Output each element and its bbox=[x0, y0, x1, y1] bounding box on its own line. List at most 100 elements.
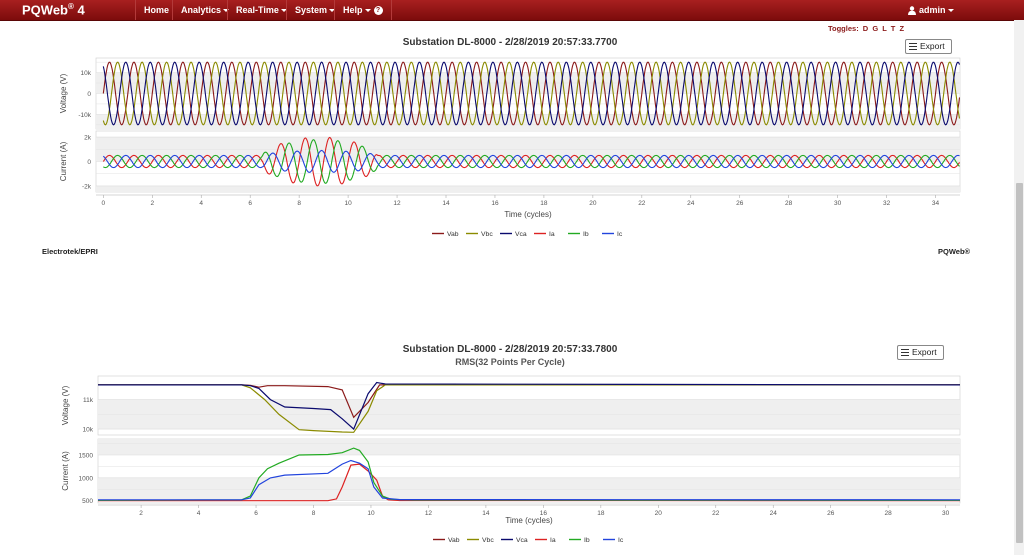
toggle-g[interactable]: G bbox=[872, 24, 879, 33]
y-tick-label: 1000 bbox=[79, 475, 94, 482]
x-tick-label: 20 bbox=[589, 200, 597, 207]
legend-item-ib[interactable]: Ib bbox=[568, 231, 589, 238]
legend-item-ia[interactable]: Ia bbox=[534, 231, 555, 238]
series-line-ia bbox=[102, 136, 960, 187]
legend-item-ic[interactable]: Ic bbox=[603, 537, 624, 544]
x-tick-label: 30 bbox=[942, 510, 950, 517]
legend-item-vab[interactable]: Vab bbox=[432, 231, 459, 238]
nav-home[interactable]: Home bbox=[135, 0, 177, 20]
nav-help-dropdown[interactable]: Help? bbox=[334, 0, 392, 20]
x-tick-label: 26 bbox=[736, 200, 744, 207]
x-tick-label: 16 bbox=[540, 510, 548, 517]
legend-item-vbc[interactable]: Vbc bbox=[466, 231, 493, 238]
brand-logo[interactable]: PQWeb® 4 bbox=[22, 2, 85, 17]
credit-electrotek: Electrotek/EPRI bbox=[42, 247, 98, 256]
x-tick-label: 18 bbox=[540, 200, 548, 207]
nav-home-label: Home bbox=[144, 5, 170, 15]
chevron-down-icon bbox=[947, 9, 954, 13]
x-tick-label: 4 bbox=[199, 200, 203, 207]
export-label: Export bbox=[920, 41, 945, 51]
x-tick-label: 28 bbox=[885, 510, 893, 517]
chevron-down-icon bbox=[364, 9, 371, 13]
chevron-down-icon bbox=[223, 9, 230, 13]
x-tick-label: 22 bbox=[638, 200, 646, 207]
legend-label: Ib bbox=[583, 231, 589, 238]
y-axis-label-current: Current (A) bbox=[59, 141, 68, 181]
x-tick-label: 34 bbox=[932, 200, 940, 207]
grid-band bbox=[98, 439, 960, 455]
x-tick-label: 32 bbox=[883, 200, 891, 207]
credit-pqweb: PQWeb® bbox=[938, 247, 971, 256]
chevron-down-icon bbox=[329, 9, 336, 13]
x-tick-label: 8 bbox=[297, 200, 301, 207]
x-tick-label: 6 bbox=[254, 510, 258, 517]
nav-analytics-dropdown[interactable]: Analytics bbox=[172, 0, 237, 20]
x-tick-label: 2 bbox=[139, 510, 143, 517]
series-line-vca bbox=[98, 381, 961, 431]
series-line-ib bbox=[97, 447, 961, 501]
legend-label: Vca bbox=[515, 231, 527, 238]
y-axis-label-voltage: Voltage (V) bbox=[61, 385, 70, 425]
grid-band bbox=[96, 185, 960, 192]
user-icon bbox=[908, 6, 916, 16]
user-menu-dropdown[interactable]: admin bbox=[900, 0, 962, 20]
legend-label: Ia bbox=[549, 231, 555, 238]
x-tick-label: 18 bbox=[597, 510, 605, 517]
waveform-chart-title: Substation DL-8000 - 2/28/2019 20:57:33.… bbox=[402, 37, 618, 48]
series-line-ic bbox=[102, 149, 960, 173]
nav-analytics-label: Analytics bbox=[181, 5, 222, 15]
y-tick-label: 500 bbox=[82, 498, 93, 505]
legend-item-ib[interactable]: Ib bbox=[569, 537, 590, 544]
question-circle-icon: ? bbox=[373, 6, 383, 16]
toggle-d[interactable]: D bbox=[862, 24, 869, 33]
legend-label: Vab bbox=[447, 231, 459, 238]
legend-item-vab[interactable]: Vab bbox=[433, 537, 460, 544]
top-navbar: PQWeb® 4 Home Analytics Real-Time System… bbox=[0, 0, 1024, 21]
nav-system-dropdown[interactable]: System bbox=[286, 0, 343, 20]
x-tick-label: 8 bbox=[312, 510, 316, 517]
y-tick-label: 11k bbox=[83, 397, 94, 404]
x-axis-label: Time (cycles) bbox=[504, 210, 552, 219]
x-tick-label: 10 bbox=[367, 510, 375, 517]
chevron-down-icon bbox=[280, 9, 287, 13]
legend-item-ia[interactable]: Ia bbox=[535, 537, 556, 544]
hamburger-menu-icon bbox=[901, 349, 909, 357]
series-line-ib bbox=[103, 139, 960, 184]
user-name: admin bbox=[919, 5, 946, 15]
legend-label: Vab bbox=[448, 537, 460, 544]
toggle-l[interactable]: L bbox=[882, 24, 887, 33]
x-tick-label: 0 bbox=[102, 200, 106, 207]
legend-item-vca[interactable]: Vca bbox=[501, 537, 528, 544]
x-tick-label: 26 bbox=[827, 510, 835, 517]
x-tick-label: 28 bbox=[785, 200, 793, 207]
y-tick-label: 2k bbox=[84, 135, 92, 142]
rms-export-button[interactable]: Export bbox=[897, 345, 944, 360]
x-tick-label: 12 bbox=[425, 510, 433, 517]
y-tick-label: 10k bbox=[81, 70, 92, 77]
series-line-vab bbox=[102, 61, 961, 126]
nav-realtime-label: Real-Time bbox=[236, 5, 279, 15]
nav-help-label: Help bbox=[343, 5, 363, 15]
legend-item-vbc[interactable]: Vbc bbox=[467, 537, 494, 544]
legend-label: Vbc bbox=[481, 231, 493, 238]
waveform-export-button[interactable]: Export bbox=[905, 39, 952, 54]
toggle-z[interactable]: Z bbox=[899, 24, 905, 33]
toggles-bar: Toggles: D G L T Z bbox=[828, 24, 904, 33]
page-scrollbar-thumb[interactable] bbox=[1016, 183, 1023, 543]
x-tick-label: 24 bbox=[687, 200, 695, 207]
x-tick-label: 4 bbox=[197, 510, 201, 517]
y-tick-label: -10k bbox=[78, 112, 91, 119]
y-tick-label: 0 bbox=[87, 159, 91, 166]
legend-item-vca[interactable]: Vca bbox=[500, 231, 527, 238]
legend-label: Vbc bbox=[482, 537, 494, 544]
x-tick-label: 20 bbox=[655, 510, 663, 517]
nav-realtime-dropdown[interactable]: Real-Time bbox=[227, 0, 295, 20]
toggle-t[interactable]: T bbox=[890, 24, 896, 33]
legend-item-ic[interactable]: Ic bbox=[602, 231, 623, 238]
legend-label: Ic bbox=[618, 537, 624, 544]
legend-label: Ib bbox=[584, 537, 590, 544]
hamburger-menu-icon bbox=[909, 43, 917, 51]
legend-label: Ic bbox=[617, 231, 623, 238]
rms-chart: 11k 10k Voltage (V) 1500 1000 500 Current (A) 2… bbox=[61, 375, 961, 544]
